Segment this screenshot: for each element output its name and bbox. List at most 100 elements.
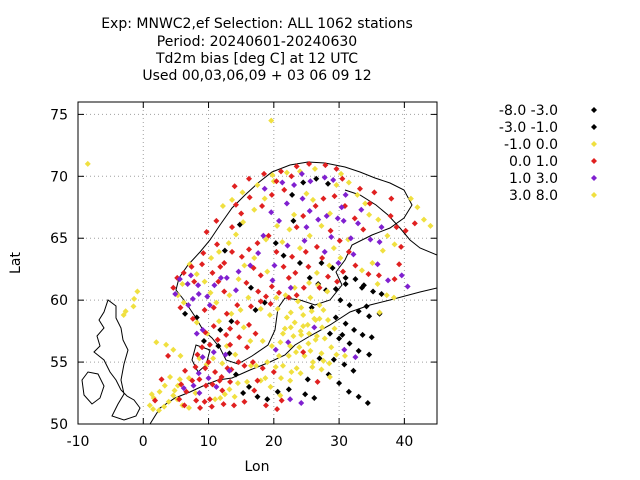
point-series-5	[268, 342, 275, 349]
point-series-3	[199, 261, 206, 268]
point-series-3	[388, 195, 395, 202]
point-series-3	[235, 359, 242, 366]
point-series-3	[273, 178, 280, 185]
point-series-2	[207, 289, 214, 296]
point-series-2	[338, 170, 345, 177]
point-series-2	[313, 269, 320, 276]
point-series-2	[245, 294, 252, 301]
point-series-3	[244, 344, 251, 351]
point-series-2	[286, 226, 293, 233]
point-series-4	[355, 220, 362, 227]
point-series-2	[84, 160, 91, 167]
coastline-denmark	[191, 344, 211, 373]
point-series-1	[339, 331, 346, 338]
point-series-3	[314, 378, 321, 385]
point-series-0	[306, 274, 313, 281]
point-series-4	[298, 170, 305, 177]
point-series-4	[404, 283, 411, 290]
point-series-2	[273, 294, 280, 301]
point-series-2	[180, 299, 187, 306]
point-series-4	[307, 178, 314, 185]
point-series-2	[177, 352, 184, 359]
point-series-3	[333, 165, 340, 172]
point-series-1	[285, 386, 292, 393]
point-series-3	[255, 288, 262, 295]
y-tick-label: 50	[50, 417, 68, 433]
point-series-3	[345, 248, 352, 255]
point-series-4	[199, 326, 206, 333]
point-series-2	[215, 318, 222, 325]
coastline-kola-whitesea	[344, 189, 437, 256]
point-series-2	[287, 309, 294, 316]
point-series-2	[362, 200, 369, 207]
point-series-0	[311, 394, 318, 401]
point-series-0	[370, 288, 377, 295]
point-series-2	[311, 165, 318, 172]
point-series-2	[279, 330, 286, 337]
point-series-1	[252, 307, 259, 314]
point-series-2	[304, 321, 311, 328]
point-series-2	[345, 179, 352, 186]
point-series-2	[232, 231, 239, 238]
point-series-2	[134, 288, 141, 295]
point-series-4	[283, 200, 290, 207]
point-series-2	[193, 319, 200, 326]
point-series-2	[235, 276, 242, 283]
point-series-2	[192, 390, 199, 397]
point-series-3	[336, 237, 343, 244]
point-series-0	[341, 361, 348, 368]
point-series-3	[300, 212, 307, 219]
point-series-5	[277, 375, 284, 382]
point-series-3	[193, 397, 200, 404]
point-series-0	[336, 380, 343, 387]
point-series-3	[170, 284, 177, 291]
point-series-4	[340, 217, 347, 224]
point-series-4	[385, 277, 392, 284]
point-series-3	[293, 224, 300, 231]
point-series-0	[359, 331, 366, 338]
point-series-1	[342, 274, 349, 281]
y-tick-label: 60	[50, 293, 68, 309]
point-series-1	[358, 284, 365, 291]
point-series-3	[243, 279, 250, 286]
point-series-5	[253, 362, 260, 369]
point-series-3	[202, 365, 209, 372]
point-series-3	[313, 243, 320, 250]
point-series-2	[267, 383, 274, 390]
x-axis-label: Lon	[245, 459, 270, 475]
point-series-2	[296, 245, 303, 252]
point-series-3	[259, 203, 266, 210]
point-series-3	[203, 229, 210, 236]
point-series-1	[324, 180, 331, 187]
point-series-4	[195, 290, 202, 297]
point-series-5	[291, 319, 298, 326]
point-series-2	[324, 316, 331, 323]
point-series-2	[274, 222, 281, 229]
point-series-3	[324, 273, 331, 280]
point-series-2	[179, 281, 186, 288]
point-series-2	[146, 402, 153, 409]
point-series-0	[332, 314, 339, 321]
point-series-3	[262, 293, 269, 300]
point-series-4	[199, 354, 206, 361]
x-tick-label: -10	[67, 434, 90, 450]
point-series-1	[290, 217, 297, 224]
point-series-5	[320, 357, 327, 364]
point-series-2	[193, 271, 200, 278]
point-series-3	[216, 377, 223, 384]
point-series-4	[352, 354, 359, 361]
point-series-5	[287, 342, 294, 349]
point-series-1	[274, 388, 281, 395]
point-series-5	[244, 378, 251, 385]
point-series-2	[257, 305, 264, 312]
point-series-3	[201, 398, 208, 405]
point-series-3	[158, 376, 165, 383]
point-series-3	[192, 364, 199, 371]
point-series-4	[358, 206, 365, 213]
point-series-4	[301, 237, 308, 244]
point-series-5	[326, 360, 333, 367]
point-series-5	[283, 314, 290, 321]
point-series-4	[338, 204, 345, 211]
point-series-3	[196, 376, 203, 383]
point-series-1	[200, 338, 207, 345]
